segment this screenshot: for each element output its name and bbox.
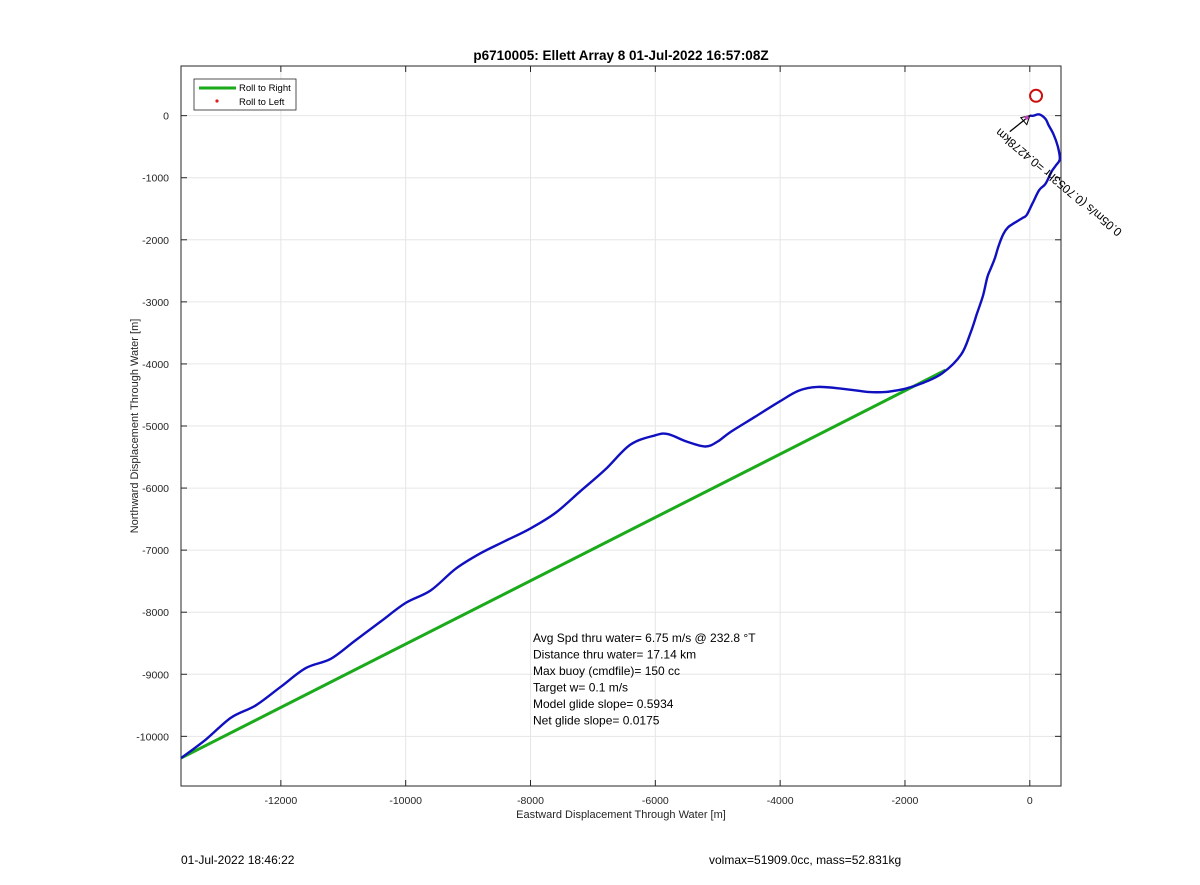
y-tick-label: -10000 — [136, 731, 169, 743]
y-axis-label: Northward Displacement Through Water [m] — [129, 319, 141, 534]
x-axis-label: Eastward Displacement Through Water [m] — [516, 809, 726, 821]
x-tick-label: -8000 — [517, 795, 544, 807]
y-tick-label: -4000 — [142, 359, 169, 371]
axis-ticks: -12000 -10000 -8000 -6000 -4000 -2000 0 0 -1000 -… — [136, 66, 1061, 807]
x-tick-label: 0 — [1027, 795, 1033, 807]
footer-timestamp: 01-Jul-2022 18:46:22 — [181, 853, 295, 867]
end-position-marker — [1029, 88, 1044, 103]
legend-label-roll-left: Roll to Left — [239, 97, 285, 108]
y-tick-label: -3000 — [142, 297, 169, 309]
roll-to-right-line — [180, 368, 947, 760]
y-tick-label: -2000 — [142, 235, 169, 247]
legend: Roll to Right Roll to Left — [193, 78, 297, 111]
glider-track-line — [180, 113, 1062, 760]
stats-line: Target w= 0.1 m/s — [533, 681, 628, 695]
legend-label-roll-right: Roll to Right — [239, 83, 291, 94]
x-tick-label: -4000 — [767, 795, 794, 807]
stats-annotations: Avg Spd thru water= 6.75 m/s @ 232.8 °T D… — [533, 631, 756, 728]
dive-start-marker — [1024, 115, 1029, 120]
stats-line: Max buoy (cmdfile)= 150 cc — [533, 664, 680, 678]
x-tick-label: -6000 — [642, 795, 669, 807]
chart-title: p6710005: Ellett Array 8 01-Jul-2022 16:… — [473, 48, 768, 63]
y-tick-label: -9000 — [142, 669, 169, 681]
y-tick-label: -7000 — [142, 545, 169, 557]
stats-line: Net glide slope= 0.0175 — [533, 714, 660, 728]
footer-vol-mass: volmax=51909.0cc, mass=52.831kg — [709, 853, 901, 867]
y-tick-label: -1000 — [142, 173, 169, 185]
y-tick-label: -6000 — [142, 483, 169, 495]
x-tick-label: -10000 — [389, 795, 422, 807]
y-tick-label: -8000 — [142, 607, 169, 619]
y-tick-label: 0 — [163, 111, 169, 123]
stats-line: Distance thru water= 17.14 km — [533, 648, 696, 662]
legend-box — [193, 78, 297, 111]
grid — [181, 66, 1061, 786]
x-tick-label: -12000 — [265, 795, 298, 807]
y-tick-label: -5000 — [142, 421, 169, 433]
stats-line: Model glide slope= 0.5934 — [533, 697, 674, 711]
stats-line: Avg Spd thru water= 6.75 m/s @ 232.8 °T — [533, 631, 756, 645]
x-tick-label: -2000 — [892, 795, 919, 807]
legend-swatch-roll-left — [215, 99, 219, 103]
current-arrow-label: 0.05m/s (0.7053hr =0.4278km — [993, 125, 1125, 239]
